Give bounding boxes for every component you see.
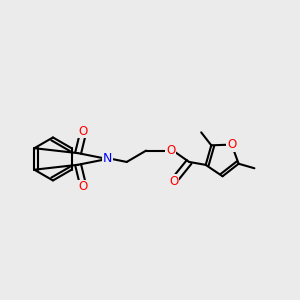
Text: N: N bbox=[103, 152, 112, 166]
Text: O: O bbox=[169, 175, 178, 188]
Text: O: O bbox=[227, 138, 236, 151]
Text: O: O bbox=[166, 144, 175, 157]
Text: O: O bbox=[78, 124, 87, 138]
Text: O: O bbox=[78, 180, 87, 193]
